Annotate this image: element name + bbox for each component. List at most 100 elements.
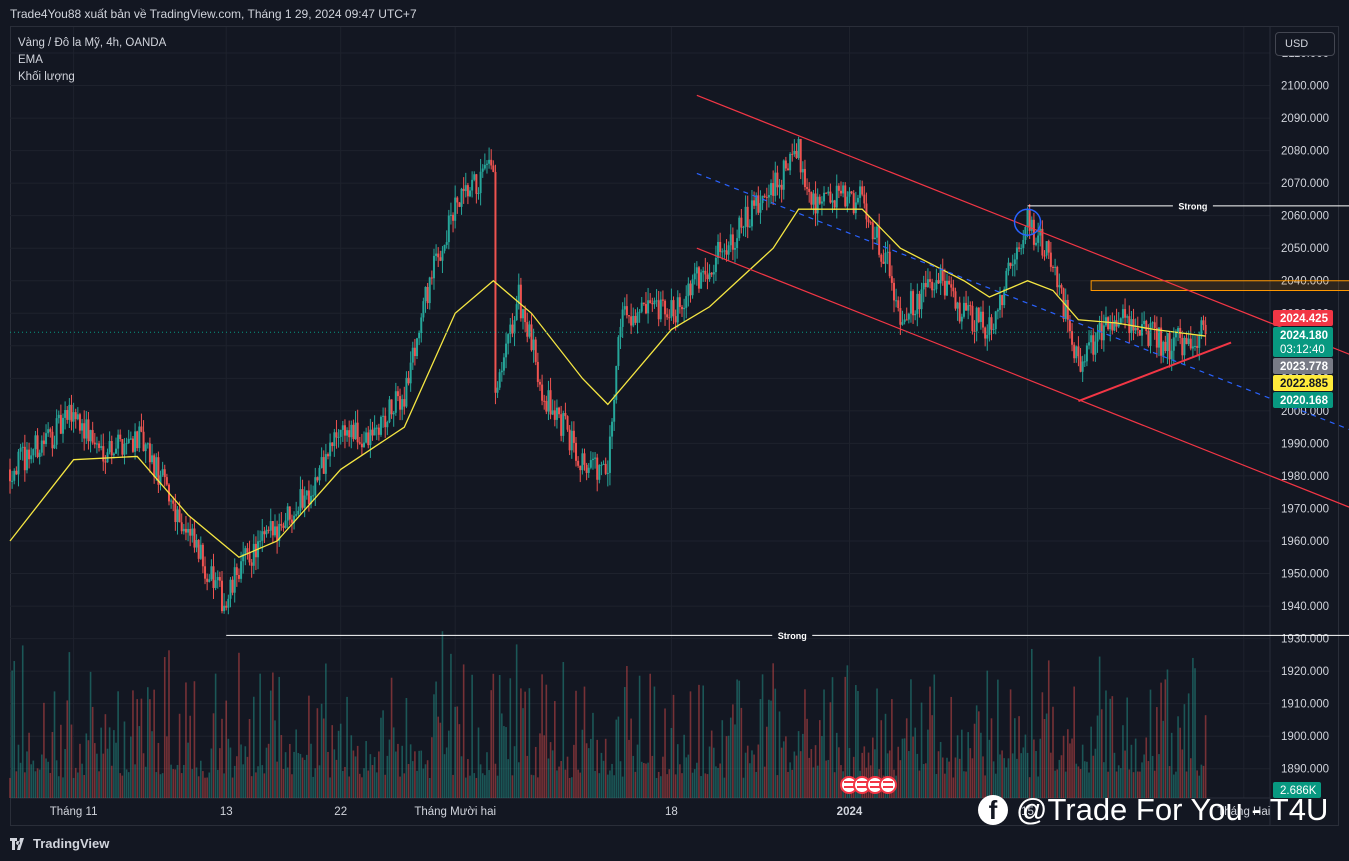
volume-bar xyxy=(1037,776,1039,798)
volume-bar xyxy=(939,741,942,798)
candle-body xyxy=(890,276,893,283)
volume-bar xyxy=(371,765,374,798)
facebook-icon: f xyxy=(978,795,1008,825)
candle-body xyxy=(636,312,639,323)
candle-body xyxy=(384,415,387,428)
candle-body xyxy=(950,284,953,288)
volume-bar xyxy=(395,751,397,798)
candle-body xyxy=(827,191,830,194)
candle-body xyxy=(549,390,552,415)
candle-body xyxy=(714,257,717,273)
candle-body xyxy=(710,272,713,275)
tradingview-logo[interactable]: TradingView xyxy=(10,836,109,851)
volume-bar xyxy=(704,773,707,798)
volume-indicator-label[interactable]: Khối lượng xyxy=(18,71,75,83)
candle-body xyxy=(1051,266,1054,268)
candle-body xyxy=(1191,346,1194,349)
candle-body xyxy=(454,197,457,221)
volume-bar xyxy=(168,650,170,798)
volume-bars xyxy=(9,631,1207,798)
candle-body xyxy=(971,305,974,332)
currency-button[interactable]: USD xyxy=(1275,32,1335,56)
chart-pane[interactable] xyxy=(10,26,1339,826)
volume-bar xyxy=(155,772,158,798)
volume-bar xyxy=(265,747,268,798)
volume-bar xyxy=(96,753,98,798)
volume-bar xyxy=(123,721,126,798)
volume-bar xyxy=(867,752,870,798)
volume-bar xyxy=(768,699,770,798)
symbol-title[interactable]: Vàng / Đô la Mỹ, 4h, OANDA xyxy=(18,37,167,49)
volume-bar xyxy=(1001,750,1003,798)
candle-body xyxy=(102,446,105,462)
candle-body xyxy=(195,539,198,548)
candle-body xyxy=(926,279,929,288)
candle-body xyxy=(288,506,291,520)
candle-body xyxy=(218,577,221,581)
candle-body xyxy=(755,195,758,206)
candle-body xyxy=(655,300,658,302)
candle-body xyxy=(36,435,39,457)
candle-body xyxy=(1073,344,1076,359)
candle-body xyxy=(42,440,45,445)
candle-body xyxy=(371,429,374,436)
candle-body xyxy=(28,449,31,460)
candle-body xyxy=(598,465,601,480)
candle-body xyxy=(1060,285,1063,289)
volume-bar xyxy=(638,675,641,798)
volume-bar xyxy=(1062,735,1065,798)
candle-body xyxy=(903,319,906,323)
volume-bar xyxy=(170,764,172,798)
candle-body xyxy=(566,416,569,430)
candle-body xyxy=(992,329,995,331)
candle-body xyxy=(513,320,516,334)
candle-body xyxy=(666,314,669,318)
volume-bar xyxy=(414,751,416,798)
candle-body xyxy=(265,529,268,535)
volume-bar xyxy=(916,753,919,798)
watermark: f @Trade For You - T4U xyxy=(978,792,1328,828)
volume-bar xyxy=(322,718,325,798)
candle-body xyxy=(1018,247,1021,249)
volume-bar xyxy=(674,774,677,798)
candle-body xyxy=(341,425,344,430)
candle-body xyxy=(1071,331,1074,345)
volume-bar xyxy=(556,770,558,798)
candle-body xyxy=(40,440,43,453)
volume-bar xyxy=(407,764,410,798)
candle-body xyxy=(818,196,821,204)
volume-bar xyxy=(62,777,64,798)
candle-body xyxy=(1181,337,1184,356)
y-tick-label: 1940.000 xyxy=(1281,601,1329,613)
volume-bar xyxy=(984,775,986,798)
volume-bar xyxy=(246,756,249,798)
volume-bar xyxy=(965,771,967,798)
volume-bar xyxy=(272,672,274,798)
candle-body xyxy=(443,244,446,251)
volume-bar xyxy=(346,696,348,798)
candle-body xyxy=(897,300,900,309)
candle-body xyxy=(1166,333,1169,352)
volume-bar xyxy=(1107,771,1109,798)
volume-bar xyxy=(1024,734,1027,798)
volume-bar xyxy=(988,739,991,798)
volume-bar xyxy=(700,776,702,798)
x-tick-label: Tháng Hai xyxy=(1217,806,1270,818)
candle-body xyxy=(628,315,631,317)
candle-body xyxy=(674,316,677,323)
volume-bar xyxy=(40,754,43,798)
candle-body xyxy=(689,283,692,296)
candle-body xyxy=(982,311,985,328)
volume-bar xyxy=(607,774,609,798)
candle-body xyxy=(717,241,720,258)
candle-body xyxy=(284,520,287,528)
volume-bar xyxy=(291,774,293,798)
volume-bar xyxy=(183,764,185,798)
candle-body xyxy=(727,245,730,255)
volume-bar xyxy=(702,685,705,798)
volume-bar xyxy=(424,764,427,798)
candle-body xyxy=(750,200,753,227)
candle-body xyxy=(623,306,626,310)
ema-indicator-label[interactable]: EMA xyxy=(18,54,43,66)
